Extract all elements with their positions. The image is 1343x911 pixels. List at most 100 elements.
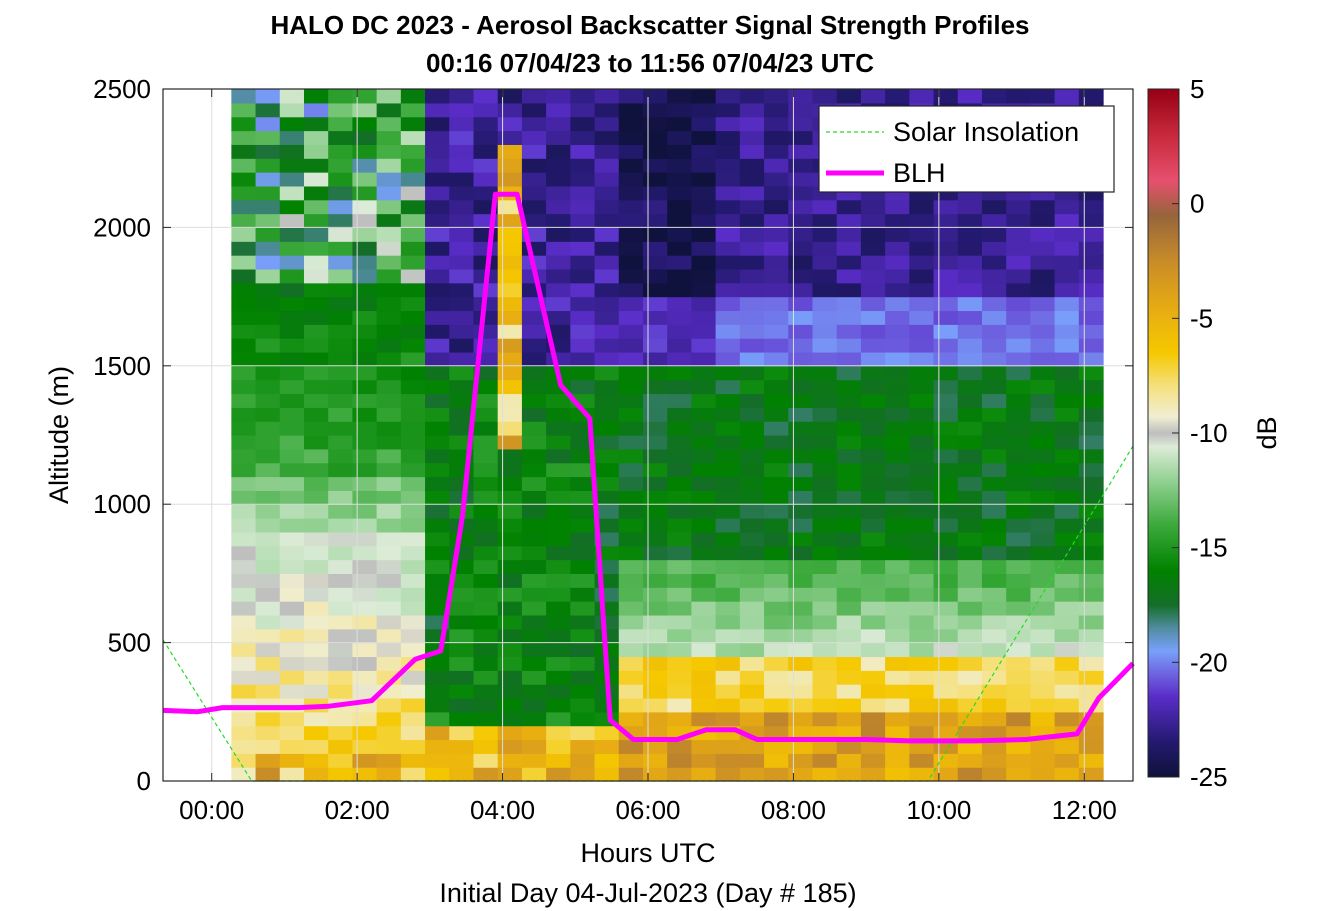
- heatmap-cell: [400, 614, 426, 630]
- heatmap-cell: [376, 476, 402, 491]
- heatmap-cell: [788, 89, 814, 104]
- heatmap-cell: [836, 559, 862, 574]
- heatmap-cell: [957, 338, 983, 353]
- heatmap-cell: [836, 199, 862, 215]
- heatmap-cell: [425, 255, 450, 270]
- heatmap-cell: [909, 628, 935, 644]
- heatmap-cell: [352, 379, 378, 395]
- heatmap-cell: [739, 199, 765, 215]
- heatmap-cell: [1030, 199, 1056, 215]
- heatmap-cell: [352, 89, 378, 104]
- heatmap-cell: [497, 116, 523, 132]
- heatmap-cell: [860, 656, 886, 671]
- heatmap-cell: [836, 545, 862, 561]
- heatmap-cell: [449, 545, 475, 561]
- heatmap-cell: [594, 379, 620, 395]
- heatmap-cell: [376, 130, 402, 145]
- heatmap-cell: [279, 421, 305, 436]
- heatmap-cell: [328, 739, 354, 754]
- heatmap-cell: [1030, 559, 1056, 574]
- heatmap-cell: [691, 310, 717, 325]
- heatmap-cell: [328, 614, 354, 630]
- heatmap-cell: [836, 338, 862, 353]
- heatmap-cell: [1030, 338, 1056, 353]
- heatmap-cell: [618, 573, 644, 588]
- heatmap-cell: [739, 296, 765, 312]
- legend-solar-label: Solar Insolation: [893, 117, 1079, 147]
- heatmap-cell: [642, 518, 668, 533]
- heatmap-cell: [1078, 767, 1104, 782]
- heatmap-cell: [691, 711, 717, 727]
- heatmap-cell: [1006, 656, 1031, 671]
- heatmap-cell: [885, 753, 910, 768]
- heatmap-cell: [255, 185, 281, 201]
- heatmap-cell: [715, 628, 741, 644]
- heatmap-cell: [836, 462, 862, 478]
- heatmap-cell: [812, 476, 838, 491]
- heatmap-cell: [642, 642, 668, 658]
- heatmap-cell: [594, 338, 620, 353]
- heatmap-cell: [618, 545, 644, 561]
- heatmap-cell: [425, 172, 450, 187]
- heatmap-cell: [691, 490, 717, 505]
- heatmap-cell: [691, 545, 717, 561]
- heatmap-cell: [231, 448, 257, 464]
- heatmap-cell: [957, 365, 983, 381]
- heatmap-cell: [957, 725, 983, 741]
- heatmap-cell: [255, 116, 281, 132]
- heatmap-cell: [570, 725, 596, 741]
- heatmap-cell: [1054, 435, 1080, 450]
- heatmap-cell: [279, 393, 305, 408]
- heatmap-cell: [303, 282, 329, 298]
- heatmap-cell: [739, 739, 765, 754]
- heatmap-cell: [618, 282, 644, 298]
- heatmap-cell: [231, 144, 257, 159]
- heatmap-cell: [1078, 448, 1104, 464]
- heatmap-cell: [739, 573, 765, 588]
- heatmap-cell: [788, 545, 814, 561]
- heatmap-cell: [570, 185, 596, 201]
- heatmap-cell: [933, 310, 959, 325]
- heatmap-cell: [400, 670, 426, 685]
- heatmap-cell: [449, 144, 475, 159]
- heatmap-cell: [303, 531, 329, 547]
- heatmap-cell: [667, 172, 693, 187]
- heatmap-cell: [618, 670, 644, 685]
- heatmap-cell: [376, 282, 402, 298]
- heatmap-cell: [521, 628, 547, 644]
- heatmap-cell: [570, 213, 596, 228]
- heatmap-cell: [715, 241, 741, 256]
- heatmap-cell: [449, 601, 475, 616]
- heatmap-cell: [860, 338, 886, 353]
- heatmap-cell: [885, 268, 910, 284]
- heatmap-cell: [279, 670, 305, 685]
- heatmap-cell: [860, 462, 886, 478]
- heatmap-cell: [352, 642, 378, 658]
- heatmap-cell: [279, 172, 305, 187]
- heatmap-cell: [1054, 559, 1080, 574]
- heatmap-cell: [1054, 407, 1080, 422]
- heatmap-cell: [618, 227, 644, 242]
- heatmap-cell: [1030, 476, 1056, 491]
- heatmap-cell: [885, 365, 910, 381]
- heatmap-cell: [909, 767, 935, 782]
- heatmap-cell: [739, 753, 765, 768]
- heatmap-cell: [1054, 365, 1080, 381]
- heatmap-cell: [546, 767, 571, 782]
- heatmap-cell: [715, 435, 741, 450]
- heatmap-cell: [497, 435, 523, 450]
- heatmap-cell: [981, 435, 1007, 450]
- heatmap-cell: [449, 476, 475, 491]
- heatmap-cell: [497, 531, 523, 547]
- heatmap-cell: [255, 296, 281, 312]
- heatmap-cell: [812, 767, 838, 782]
- heatmap-cell: [594, 158, 620, 173]
- heatmap-cell: [497, 504, 523, 519]
- heatmap-cell: [352, 227, 378, 242]
- heatmap-cell: [1030, 365, 1056, 381]
- heatmap-cell: [885, 255, 910, 270]
- heatmap-cell: [667, 89, 693, 104]
- heatmap-cell: [1006, 324, 1031, 339]
- heatmap-cell: [279, 268, 305, 284]
- heatmap-cell: [449, 213, 475, 228]
